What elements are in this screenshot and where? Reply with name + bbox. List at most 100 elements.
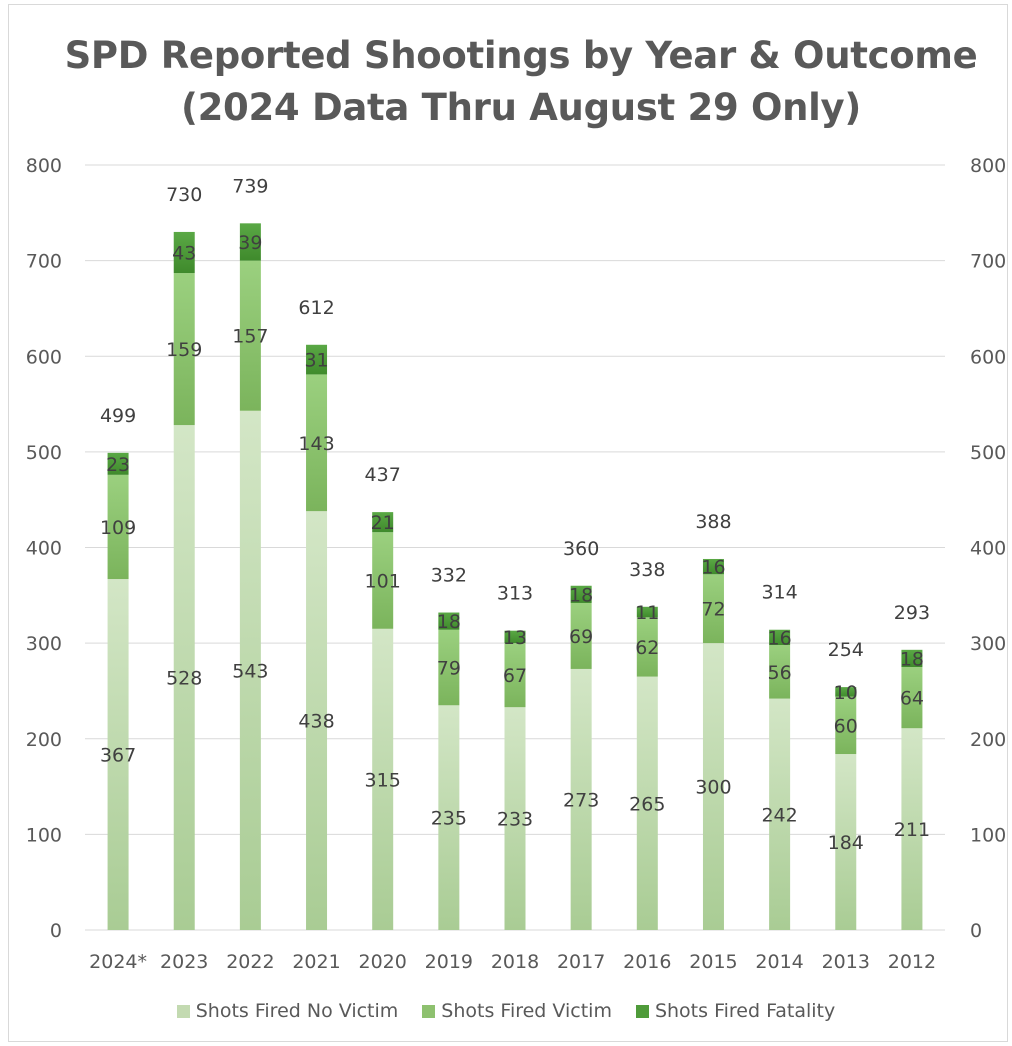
data-label: 79	[437, 658, 461, 680]
total-label: 313	[497, 583, 533, 605]
data-label: 16	[701, 557, 725, 579]
legend-label: Shots Fired No Victim	[195, 1000, 399, 1022]
secondary-y-tick-label: 0	[970, 920, 982, 942]
data-label: 367	[100, 745, 136, 767]
bar-segment	[173, 425, 195, 930]
data-label: 543	[232, 660, 268, 682]
legend-swatch	[176, 1004, 190, 1018]
bar-segment	[372, 512, 394, 533]
x-tick-label: 2017	[557, 951, 605, 973]
bar-segment	[306, 344, 328, 375]
chart-title: SPD Reported Shootings by Year & Outcome…	[0, 30, 1012, 134]
data-label: 101	[365, 570, 401, 592]
data-label: 60	[834, 715, 858, 737]
total-label: 739	[232, 175, 268, 197]
y-tick-label: 700	[26, 251, 62, 273]
data-label: 23	[106, 454, 130, 476]
legend-item: Shots Fired No Victim	[176, 1000, 399, 1022]
total-label: 499	[100, 405, 136, 427]
x-tick-label: 2019	[425, 951, 473, 973]
bar-segment	[372, 628, 394, 930]
chart-legend: Shots Fired No Victim Shots Fired Victim S…	[0, 1000, 1012, 1022]
chart-title-line-1: SPD Reported Shootings by Year & Outcome	[64, 34, 978, 77]
bar-segment	[438, 612, 460, 630]
data-label: 11	[635, 602, 659, 624]
data-label: 43	[172, 242, 196, 264]
total-label: 332	[431, 565, 467, 587]
data-label: 56	[768, 662, 792, 684]
total-label: 293	[894, 602, 930, 624]
total-label: 388	[695, 511, 731, 533]
x-tick-label: 2016	[623, 951, 671, 973]
bar-segment	[173, 273, 195, 426]
data-label: 31	[304, 350, 328, 372]
secondary-y-tick-label: 500	[970, 442, 1006, 464]
bar-segment	[636, 606, 658, 618]
bar-segment	[570, 602, 592, 669]
data-label: 10	[834, 682, 858, 704]
data-label: 265	[629, 793, 665, 815]
chart-title-line-2: (2024 Data Thru August 29 Only)	[180, 86, 861, 129]
x-tick-label: 2024*	[89, 951, 147, 973]
total-label: 314	[761, 582, 797, 604]
data-label: 438	[298, 711, 334, 733]
bar-segment	[239, 410, 261, 931]
data-label: 18	[437, 611, 461, 633]
stacked-bar-chart: 0 100 200 300 400 500 600 700 800 0 100 200 300 400 50…	[26, 155, 1007, 973]
data-label: 13	[503, 627, 527, 649]
bar-segment	[173, 231, 195, 274]
x-tick-label: 2013	[822, 951, 870, 973]
data-label: 300	[695, 777, 731, 799]
x-tick-label: 2015	[689, 951, 737, 973]
data-label: 72	[701, 599, 725, 621]
data-label: 235	[431, 808, 467, 830]
y-tick-label: 300	[26, 633, 62, 655]
y-tick-label: 0	[50, 920, 62, 942]
bar-segment	[901, 667, 923, 729]
legend-item: Shots Fired Victim	[422, 1000, 612, 1022]
bar-segment	[769, 629, 791, 646]
data-label: 21	[371, 512, 395, 534]
bar-segment	[702, 643, 724, 930]
bar-segment	[570, 668, 592, 930]
total-label: 730	[166, 184, 202, 206]
bar-segment	[769, 698, 791, 930]
data-label: 159	[166, 339, 202, 361]
bar-segment	[702, 558, 724, 575]
total-label: 437	[365, 464, 401, 486]
data-label: 242	[761, 804, 797, 826]
bar-segment	[239, 260, 261, 411]
data-label: 69	[569, 626, 593, 648]
x-tick-label: 2022	[226, 951, 274, 973]
data-label: 143	[298, 433, 334, 455]
data-label: 18	[900, 648, 924, 670]
x-tick-label: 2021	[292, 951, 340, 973]
legend-label: Shots Fired Victim	[441, 1000, 612, 1022]
bar-segment	[306, 374, 328, 512]
legend-label: Shots Fired Fatality	[654, 1000, 836, 1022]
secondary-y-tick-label: 200	[970, 729, 1006, 751]
bar-segment	[306, 511, 328, 930]
x-tick-label: 2018	[491, 951, 539, 973]
data-label: 273	[563, 789, 599, 811]
legend-swatch	[635, 1004, 649, 1018]
x-tick-label: 2012	[888, 951, 936, 973]
bar-segment	[504, 707, 526, 930]
bar-segment	[636, 617, 658, 677]
total-label: 338	[629, 559, 665, 581]
bar-segment	[901, 649, 923, 668]
secondary-y-tick-label: 600	[970, 346, 1006, 368]
bar-segment	[835, 687, 857, 697]
total-label: 254	[828, 639, 864, 661]
data-label: 184	[828, 832, 864, 854]
bar-segment	[504, 630, 526, 644]
x-tick-label: 2023	[160, 951, 208, 973]
bar-segment	[372, 532, 394, 629]
bar-segment	[570, 585, 592, 603]
secondary-y-tick-label: 400	[970, 538, 1006, 560]
y-tick-label: 100	[26, 824, 62, 846]
data-label: 315	[365, 769, 401, 791]
bar-segment	[835, 754, 857, 930]
legend-swatch	[422, 1004, 436, 1018]
secondary-y-tick-label: 800	[970, 155, 1006, 177]
